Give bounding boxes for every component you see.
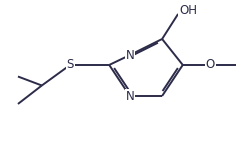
Text: N: N: [125, 49, 134, 62]
Text: N: N: [125, 90, 134, 102]
Text: S: S: [66, 58, 74, 71]
Text: O: O: [206, 58, 215, 71]
Text: OH: OH: [179, 4, 197, 16]
